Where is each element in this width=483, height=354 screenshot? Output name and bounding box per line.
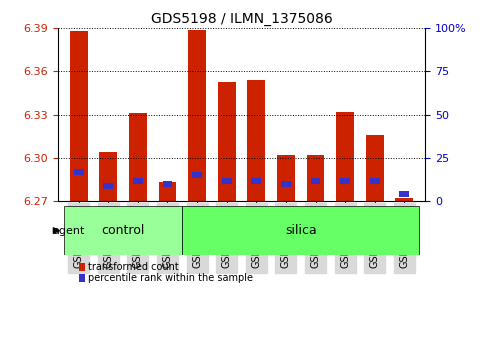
Text: percentile rank within the sample: percentile rank within the sample <box>87 273 253 282</box>
Bar <box>399 192 409 198</box>
Bar <box>336 112 354 201</box>
Bar <box>252 178 261 184</box>
Bar <box>311 178 320 184</box>
Bar <box>79 263 85 271</box>
Bar <box>70 31 87 201</box>
Bar <box>192 172 202 178</box>
Bar <box>103 183 113 189</box>
Bar <box>133 178 143 184</box>
Text: agent: agent <box>52 225 85 236</box>
Bar <box>396 198 413 201</box>
Bar <box>222 178 231 184</box>
Bar <box>277 155 295 201</box>
Bar <box>163 181 172 187</box>
Bar <box>281 181 291 187</box>
Bar <box>307 155 325 201</box>
FancyBboxPatch shape <box>182 206 419 255</box>
Bar <box>74 169 84 175</box>
Text: control: control <box>101 224 145 237</box>
FancyBboxPatch shape <box>64 206 182 255</box>
Bar <box>218 81 236 201</box>
Bar <box>366 135 384 201</box>
Bar <box>158 182 176 201</box>
Bar <box>340 178 350 184</box>
Text: transformed count: transformed count <box>87 262 178 272</box>
Bar <box>79 274 85 282</box>
Text: silica: silica <box>285 224 316 237</box>
Bar <box>99 152 117 201</box>
Bar <box>188 30 206 201</box>
Title: GDS5198 / ILMN_1375086: GDS5198 / ILMN_1375086 <box>151 12 332 26</box>
Bar <box>129 113 147 201</box>
Bar <box>247 80 265 201</box>
Bar <box>370 178 380 184</box>
